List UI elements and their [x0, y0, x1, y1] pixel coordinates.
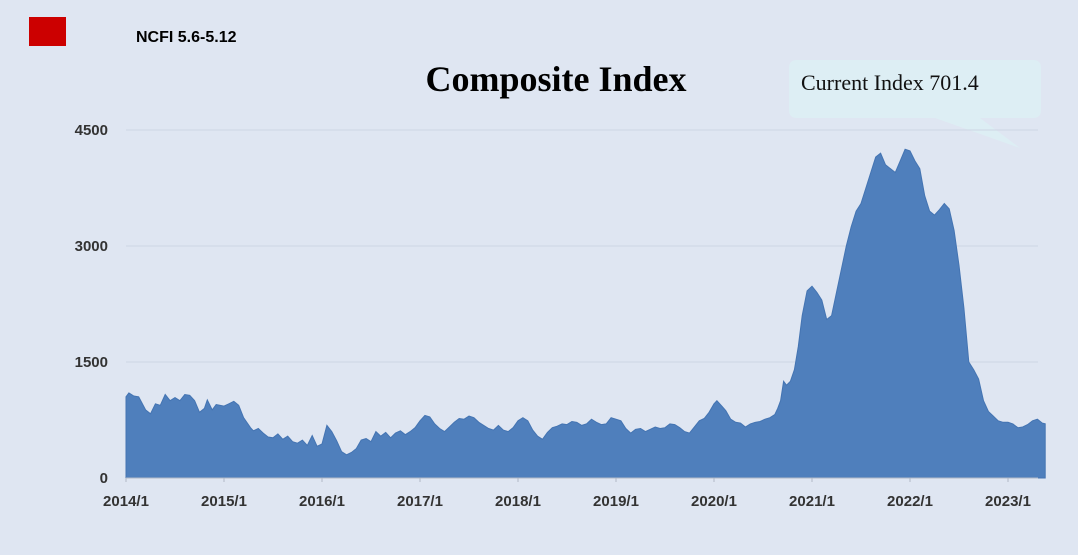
chart-title: Composite Index [425, 59, 687, 99]
x-tick-label: 2017/1 [397, 493, 443, 510]
x-tick-label: 2020/1 [691, 493, 737, 510]
callout-text: Current Index 701.4 [801, 70, 979, 95]
x-tick-label: 2023/1 [985, 493, 1031, 510]
legend-swatch [29, 17, 66, 46]
callout-box [789, 60, 1041, 148]
x-tick-label: 2015/1 [201, 493, 247, 510]
x-tick-label: 2014/1 [103, 493, 149, 510]
legend-label: NCFI 5.6-5.12 [136, 29, 237, 46]
y-tick-label: 1500 [75, 354, 108, 371]
x-axis-ticks: 2014/1 2015/1 2016/1 2017/1 2018/1 2019/1 2020… [103, 478, 1031, 510]
x-tick-label: 2021/1 [789, 493, 835, 510]
y-tick-label: 3000 [75, 238, 108, 255]
index-area [125, 148, 1046, 479]
x-tick-label: 2022/1 [887, 493, 933, 510]
y-tick-label: 4500 [75, 122, 108, 139]
x-tick-label: 2018/1 [495, 493, 541, 510]
x-tick-label: 2016/1 [299, 493, 345, 510]
y-axis-ticks: 0 1500 3000 4500 [75, 122, 108, 487]
y-tick-label: 0 [100, 470, 108, 487]
x-tick-label: 2019/1 [593, 493, 639, 510]
